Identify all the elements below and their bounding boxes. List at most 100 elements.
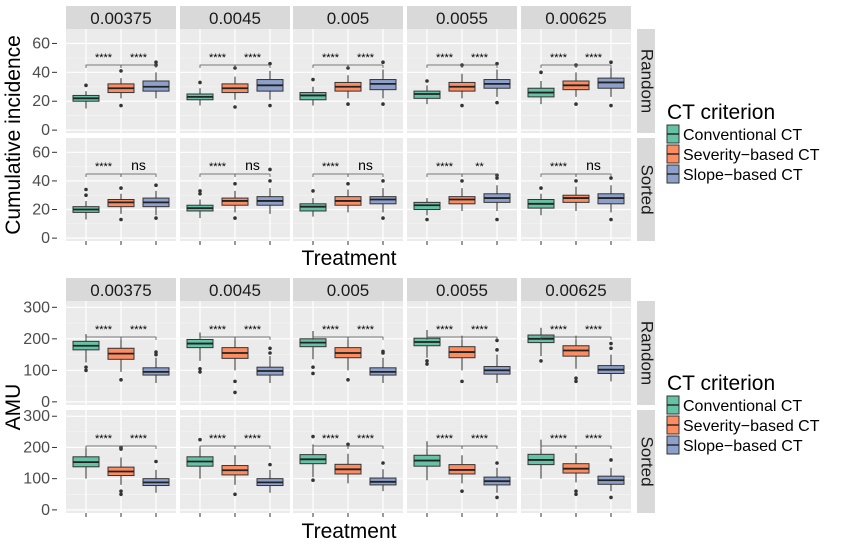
panel-sorted-0.0045: **** ns	[180, 138, 290, 241]
outlier-point	[154, 60, 158, 65]
panel-sorted-0.0055: **** **	[407, 138, 517, 241]
box-slope-based-ct	[369, 461, 397, 492]
y-tick-label: 300	[23, 408, 50, 425]
outlier-point	[381, 60, 385, 65]
significance-label: ****	[550, 433, 568, 445]
significance-label: ****	[130, 324, 148, 336]
outlier-point	[233, 492, 237, 497]
row-strip	[637, 410, 655, 513]
outlier-point	[495, 61, 499, 66]
significance-bracket: ns	[120, 157, 157, 177]
outlier-point	[495, 348, 499, 352]
box-severity-based-ct	[107, 445, 135, 497]
significance-label: ****	[95, 161, 113, 173]
column-strip	[180, 278, 290, 301]
box-slope-based-ct	[256, 462, 284, 493]
box-severity-based-ct	[562, 335, 590, 384]
box-slope-based-ct	[483, 461, 511, 500]
outlier-point	[574, 376, 578, 381]
significance-label: ns	[358, 157, 373, 173]
box-conventional-ct	[413, 79, 441, 105]
outlier-point	[311, 189, 315, 193]
column-strip-label: 0.0055	[436, 9, 488, 28]
significance-label: ****	[244, 324, 262, 336]
box-conventional-ct	[186, 80, 214, 106]
significance-label: ****	[471, 52, 489, 64]
column-strip-label: 0.00375	[90, 9, 151, 28]
significance-label: ****	[550, 161, 568, 173]
panel-random-0.0055: **** ****	[407, 29, 517, 133]
row-strip-label: Sorted	[638, 164, 657, 214]
outlier-point	[198, 366, 202, 371]
box-severity-based-ct	[107, 338, 135, 382]
box-slope-based-ct	[369, 349, 397, 383]
box-slope-based-ct	[142, 60, 170, 99]
y-axis-title: Cumulative incidence	[2, 35, 25, 235]
significance-label: ns	[131, 157, 146, 173]
outlier-point	[233, 216, 237, 220]
bracket-line	[575, 445, 612, 449]
box-slope-based-ct	[597, 341, 625, 382]
outlier-point	[425, 362, 429, 366]
column-strip-label: 0.00625	[545, 9, 606, 28]
outlier-point	[154, 216, 158, 220]
box-severity-based-ct	[562, 453, 590, 497]
outlier-point	[574, 489, 578, 493]
outlier-point	[574, 379, 578, 384]
column-strip-label: 0.005	[327, 281, 370, 300]
outlier-point	[268, 103, 272, 108]
legend-item: Conventional CT	[666, 124, 802, 144]
row-strip	[637, 301, 655, 405]
legend-title: CT criterion	[667, 101, 775, 124]
column-strip	[407, 278, 517, 301]
outlier-point	[381, 179, 385, 183]
box-conventional-ct	[72, 187, 100, 220]
y-tick-label: 20	[32, 93, 50, 110]
box-slope-based-ct	[369, 179, 397, 220]
y-tick-label: 100	[23, 471, 50, 488]
outlier-point	[609, 341, 613, 346]
legend-item: Severity−based CT	[666, 415, 820, 435]
significance-label: ****	[244, 433, 262, 445]
legend-label: Conventional CT	[683, 398, 802, 415]
significance-bracket: ns	[575, 157, 612, 177]
legend-title: CT criterion	[667, 372, 775, 395]
significance-label: ****	[436, 324, 454, 336]
box-slope-based-ct	[142, 350, 170, 383]
box-conventional-ct	[527, 439, 555, 479]
outlier-point	[495, 100, 499, 105]
outlier-point	[495, 461, 499, 465]
outlier-point	[311, 77, 315, 82]
significance-label: ****	[95, 433, 113, 445]
box-slope-based-ct	[256, 167, 284, 214]
outlier-point	[198, 191, 202, 196]
significance-label: ****	[357, 433, 375, 445]
significance-label: ****	[209, 161, 227, 173]
outlier-point	[154, 183, 158, 188]
panel-random-0.0055: **** ****	[407, 301, 517, 405]
box-severity-based-ct	[221, 181, 249, 220]
panel-sorted-0.00625: **** ns	[521, 138, 631, 241]
outlier-point	[154, 350, 158, 354]
y-tick-label: 0	[41, 230, 50, 247]
outlier-point	[539, 186, 543, 190]
outlier-point	[574, 179, 578, 183]
outlier-point	[495, 338, 499, 343]
row-strip	[637, 138, 655, 241]
outlier-point	[119, 217, 123, 222]
box-severity-based-ct	[562, 179, 590, 211]
outlier-point	[84, 368, 88, 373]
legend-label: Severity−based CT	[683, 418, 820, 435]
row-strip-label: Random	[638, 49, 657, 113]
significance-label: **	[475, 161, 484, 173]
box-severity-based-ct	[448, 455, 476, 493]
panel-random-0.0045: **** ****	[180, 301, 290, 405]
outlier-point	[154, 352, 158, 357]
significance-bracket: ****	[461, 52, 498, 68]
outlier-point	[609, 103, 613, 108]
outlier-point	[381, 216, 385, 220]
outlier-point	[233, 379, 237, 384]
y-tick-label: 100	[23, 362, 50, 379]
outlier-point	[311, 478, 315, 483]
